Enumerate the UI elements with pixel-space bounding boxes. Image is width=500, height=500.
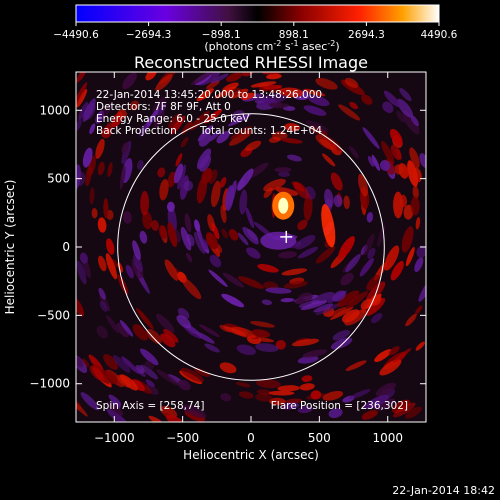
x-axis-label: Heliocentric X (arcsec) <box>183 448 319 462</box>
heatmap-image <box>76 72 426 422</box>
y-tick-label: −500 <box>37 308 70 322</box>
y-tick-label: 500 <box>47 172 70 186</box>
x-tick-label: −1000 <box>94 431 135 445</box>
solar-limb <box>117 113 385 381</box>
x-tick-label: 1000 <box>372 431 403 445</box>
x-tick-label: −500 <box>166 431 199 445</box>
y-axis-label: Heliocentric Y (arcsec) <box>3 180 17 315</box>
info-line-counts: Total counts: 1.24E+04 <box>199 125 322 137</box>
flare-position-label: Flare Position = [236,302] <box>271 400 408 412</box>
y-tick-label: 1000 <box>39 103 70 117</box>
spin-axis-cross <box>280 230 293 243</box>
info-line-time: 22-Jan-2014 13:45:20.000 to 13:48:26.000 <box>96 89 322 101</box>
colorbar-tick-label: 4490.6 <box>421 29 458 41</box>
x-tick-label: 0 <box>247 431 255 445</box>
y-tick-label: 0 <box>62 240 70 254</box>
colorbar-tick-label: −2694.3 <box>126 29 172 41</box>
colorbar-tick-label: 2694.3 <box>348 29 385 41</box>
chart-title: Reconstructed RHESSI Image <box>134 53 368 72</box>
axis-ticks: −1000 −500 0 500 1000 −1000 −500 0 500 1000 <box>29 72 426 445</box>
x-tick-label: 500 <box>308 431 331 445</box>
colorbar-unit-label: (photons cm-2 s-1 asec-2) <box>204 39 339 53</box>
info-line-energy: Energy Range: 6.0 - 25.0 keV <box>96 113 250 125</box>
flare-source-core <box>278 197 289 214</box>
colorbar-ticks: −4490.6 −2694.3 −898.1 898.1 2694.3 4490.6 <box>53 22 458 41</box>
colorbar <box>75 4 440 23</box>
colorbar-tick-label: −4490.6 <box>53 29 99 41</box>
info-line-detectors: Detectors: 7F 8F 9F, Att 0 <box>96 101 231 113</box>
colorbar-tick-label: −898.1 <box>202 29 241 41</box>
y-tick-label: −1000 <box>29 377 70 391</box>
info-line-method: Back Projection <box>96 125 177 137</box>
spin-axis-label: Spin Axis = [258,74] <box>96 400 204 412</box>
colorbar-tick-label: 898.1 <box>279 29 309 41</box>
footer-timestamp: 22-Jan-2014 18:42 <box>392 484 495 497</box>
